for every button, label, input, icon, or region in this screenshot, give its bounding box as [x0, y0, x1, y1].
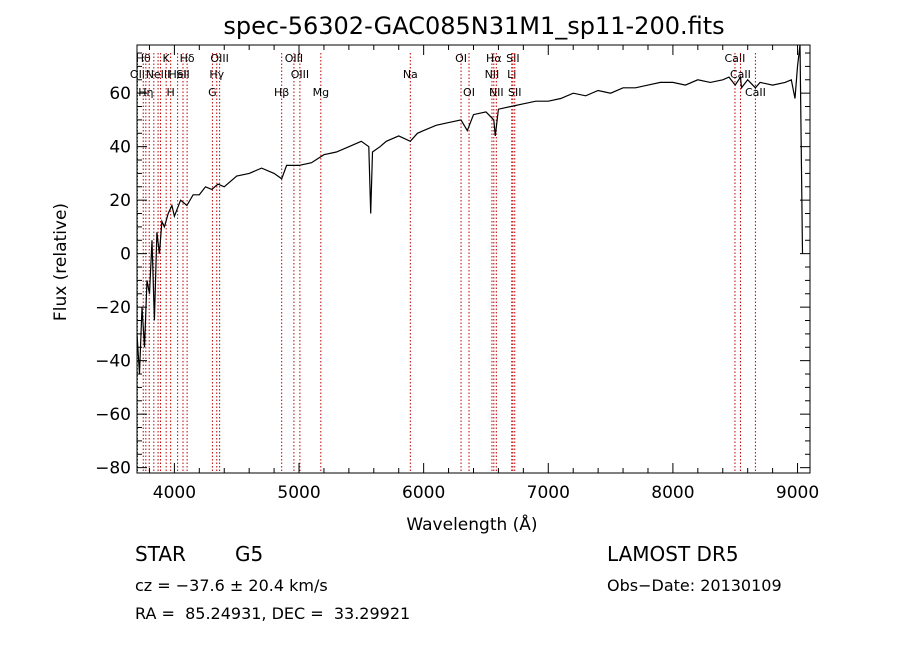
- x-tick-label: 6000: [402, 483, 445, 503]
- plot-frame: [136, 44, 811, 474]
- y-tick-label: 60: [109, 84, 131, 104]
- spectral-line-label: Na: [403, 68, 418, 81]
- spectral-line-label: OI: [455, 52, 467, 65]
- spectral-line-label: K: [163, 52, 171, 65]
- spectral-line-label: Hγ: [209, 68, 224, 81]
- spectral-line-label: HeI: [168, 68, 186, 81]
- x-tick-label: 9000: [776, 483, 819, 503]
- spectral-line-label: OI: [463, 86, 475, 99]
- redshift-cz: cz = −37.6 ± 20.4 km/s: [135, 576, 328, 595]
- spectral-line-label: CaII: [725, 52, 746, 65]
- x-tick-label: 7000: [527, 483, 570, 503]
- spectral-line-label: SII: [506, 52, 519, 65]
- y-tick-label: −60: [95, 405, 131, 425]
- y-tick-label: 40: [109, 138, 131, 158]
- spectral-line-label: NII: [485, 68, 500, 81]
- coordinates: RA = 85.24931, DEC = 33.29921: [135, 604, 411, 623]
- y-tick-label: −40: [95, 352, 131, 372]
- spectral-line-label: CaII: [730, 68, 751, 81]
- spectral-line-label: Hη: [138, 86, 153, 99]
- x-tick-label: 8000: [651, 483, 694, 503]
- spectral-line-label: Li: [507, 68, 516, 81]
- spectral-line-label: H: [167, 86, 175, 99]
- spectral-line-label: NII: [489, 86, 504, 99]
- y-tick-label: 0: [120, 245, 131, 265]
- spectral-line-label: Hα: [486, 52, 502, 65]
- y-axis-label: Flux (relative): [51, 203, 71, 321]
- spectral-line-label: Hθ: [136, 52, 151, 65]
- spectral-line-label: G: [208, 86, 217, 99]
- spectral-line-label: Mg: [313, 86, 329, 99]
- y-tick-label: 20: [109, 191, 131, 211]
- emission-line-markers: OIIHθHηNeIIIKHHeISIIHδGHγOIIIHβOIIIOIIIM…: [130, 52, 766, 473]
- spectral-line-label: SII: [176, 68, 189, 81]
- spectral-line-label: NeIII: [146, 68, 171, 81]
- x-tick-label: 4000: [153, 483, 196, 503]
- spectral-line-label: SII: [508, 86, 521, 99]
- spectral-line-label: OIII: [285, 52, 303, 65]
- spectral-line-label: Hβ: [274, 86, 289, 99]
- observation-date: Obs−Date: 20130109: [607, 576, 782, 595]
- x-tick-label: 5000: [277, 483, 320, 503]
- spectral-line-label: CaII: [745, 86, 766, 99]
- object-subclass: G5: [235, 542, 264, 566]
- spectral-line-label: OIII: [291, 68, 309, 81]
- spectral-line-label: OIII: [210, 52, 228, 65]
- axes: 4000 5000 6000 7000 8000 9000 −80 −60 −40 −20 0 20 4…: [95, 44, 819, 503]
- y-tick-label: −80: [95, 459, 131, 479]
- chart-title: spec-56302-GAC085N31M1_sp11-200.fits: [223, 12, 724, 40]
- object-class: STAR: [135, 542, 186, 566]
- spectrum-line: [136, 44, 804, 375]
- spectral-line-label: Hδ: [180, 52, 195, 65]
- x-axis-label: Wavelength (Å): [406, 513, 537, 535]
- y-tick-label: −20: [95, 298, 131, 318]
- survey-name: LAMOST DR5: [607, 542, 739, 566]
